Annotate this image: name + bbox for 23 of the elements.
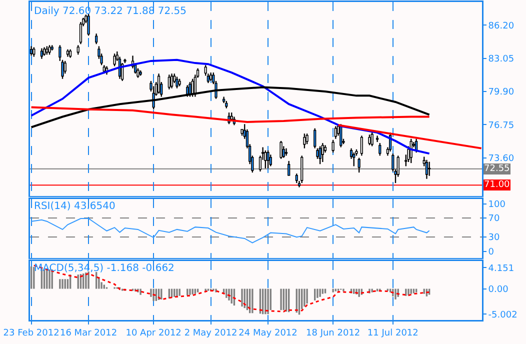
y-tick-label: 0.00 <box>488 284 509 295</box>
x-tick-label: 24 May 2012 <box>238 328 298 338</box>
x-tick-label: 10 Apr 2012 <box>126 328 182 338</box>
y-tick-label: -5.002 <box>488 310 518 320</box>
y-tick-label: 83.05 <box>488 54 514 64</box>
y-tick-label: 73.60 <box>488 154 514 164</box>
x-tick-label: 2 May 2012 <box>184 328 238 338</box>
x-tick-label: 11 Jul 2012 <box>367 328 418 338</box>
y-tick-label: 30 <box>488 233 500 244</box>
y-tick-label: 70 <box>488 214 500 224</box>
y-tick-label: 79.90 <box>488 88 514 98</box>
chart-title: RSI(14) 43.6540 <box>34 201 116 212</box>
y-tick-label: 100 <box>488 200 506 210</box>
y-tick-label: 4.151 <box>488 264 514 274</box>
x-tick-label: 23 Feb 2012 <box>3 328 60 338</box>
x-tick-label: 18 Jun 2012 <box>306 328 360 338</box>
ref-line-label: 71.00 <box>484 180 510 190</box>
chart-title: Daily 72.60 73.22 71.88 72.55 <box>34 6 187 17</box>
y-tick-label: 0 <box>488 247 494 258</box>
y-tick-label: 86.20 <box>488 21 514 32</box>
ref-line-label: 72.55 <box>484 164 510 174</box>
x-tick-label: 16 Mar 2012 <box>60 328 118 338</box>
y-tick-label: 76.75 <box>488 120 514 131</box>
